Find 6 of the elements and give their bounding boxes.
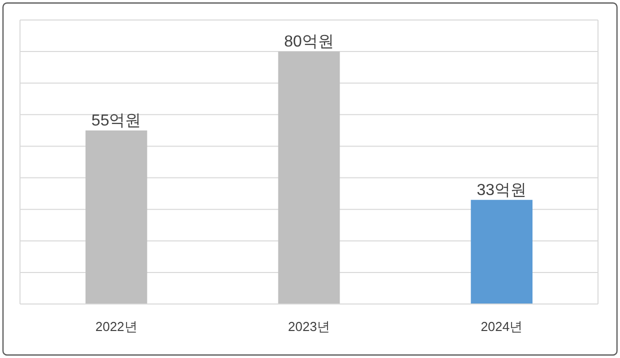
x-tick-label: 2024년 [480,319,523,334]
data-label: 80억원 [284,34,334,51]
x-tick-label: 2022년 [95,319,138,334]
data-label: 33억원 [476,182,527,199]
data-label: 55억원 [91,112,142,130]
x-tick-label: 2023년 [288,319,330,334]
